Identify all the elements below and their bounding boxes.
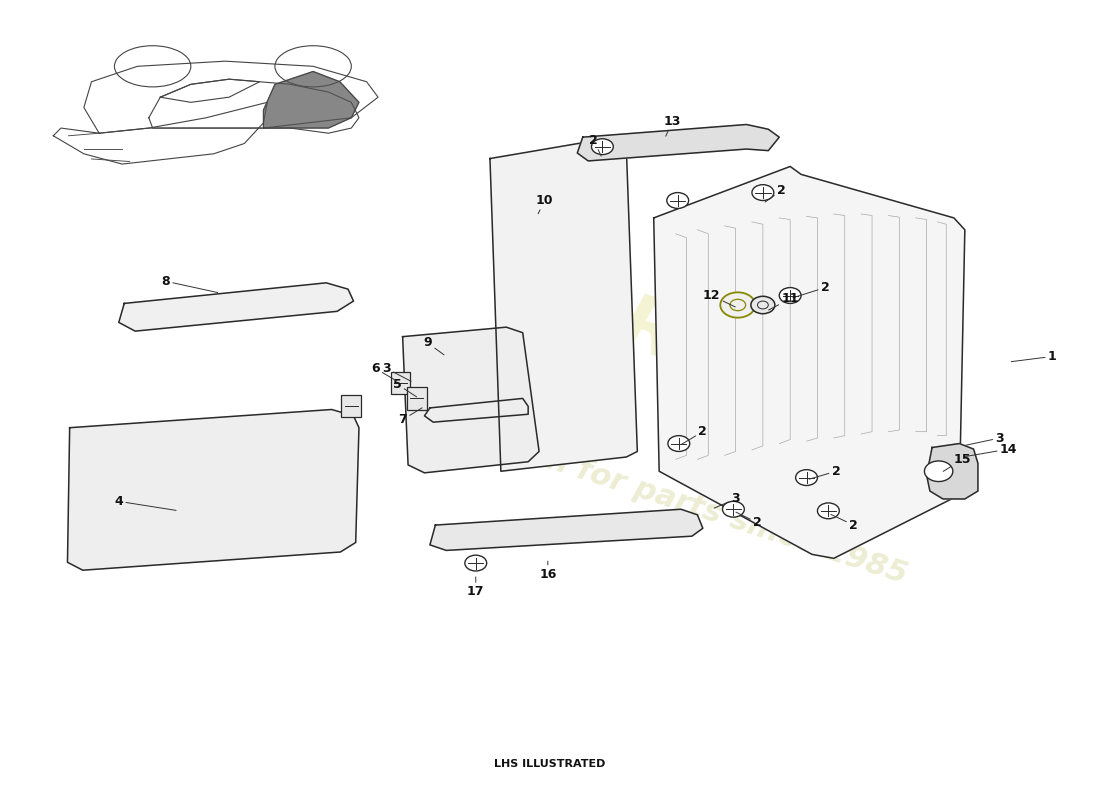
Text: 17: 17 [468,577,484,598]
Text: LHS ILLUSTRATED: LHS ILLUSTRATED [494,759,606,769]
Circle shape [817,503,839,518]
Circle shape [592,138,614,154]
Polygon shape [67,410,359,570]
Text: 5: 5 [393,378,417,397]
Text: 2: 2 [590,134,602,156]
Text: 15: 15 [943,453,971,471]
Text: euRoPares: euRoPares [509,255,961,466]
Circle shape [720,292,756,318]
Circle shape [667,193,689,209]
Text: 8: 8 [162,274,218,293]
Text: 1: 1 [1011,350,1056,363]
Text: 16: 16 [539,561,557,581]
Circle shape [751,296,774,314]
Bar [407,387,427,410]
Circle shape [465,555,486,571]
Text: 4: 4 [114,495,176,510]
Circle shape [723,502,745,517]
Polygon shape [578,125,779,161]
Polygon shape [430,510,703,550]
Text: 6: 6 [371,362,397,381]
Circle shape [795,470,817,486]
Bar [341,395,361,418]
Polygon shape [490,142,637,471]
Polygon shape [926,443,978,499]
Circle shape [668,436,690,451]
Text: a passion for parts since 1985: a passion for parts since 1985 [408,401,911,589]
Polygon shape [403,327,539,473]
Text: 2: 2 [793,281,829,298]
Text: 10: 10 [536,194,553,214]
Text: 3: 3 [966,431,1004,446]
Circle shape [779,287,801,303]
Text: 3: 3 [382,362,411,382]
Polygon shape [119,283,353,331]
Text: 2: 2 [736,512,762,530]
Circle shape [752,185,773,201]
Text: 2: 2 [810,465,840,479]
Text: 9: 9 [424,337,444,355]
Text: 7: 7 [398,408,422,426]
Text: 3: 3 [714,493,740,508]
Bar [390,371,410,394]
Text: 2: 2 [766,184,785,202]
Circle shape [924,461,953,482]
Text: 12: 12 [703,289,735,307]
Text: 2: 2 [830,514,858,531]
Text: 13: 13 [663,115,681,136]
Text: 2: 2 [681,425,707,445]
Text: 11: 11 [769,292,799,310]
Polygon shape [653,166,965,558]
Text: 14: 14 [966,442,1018,457]
